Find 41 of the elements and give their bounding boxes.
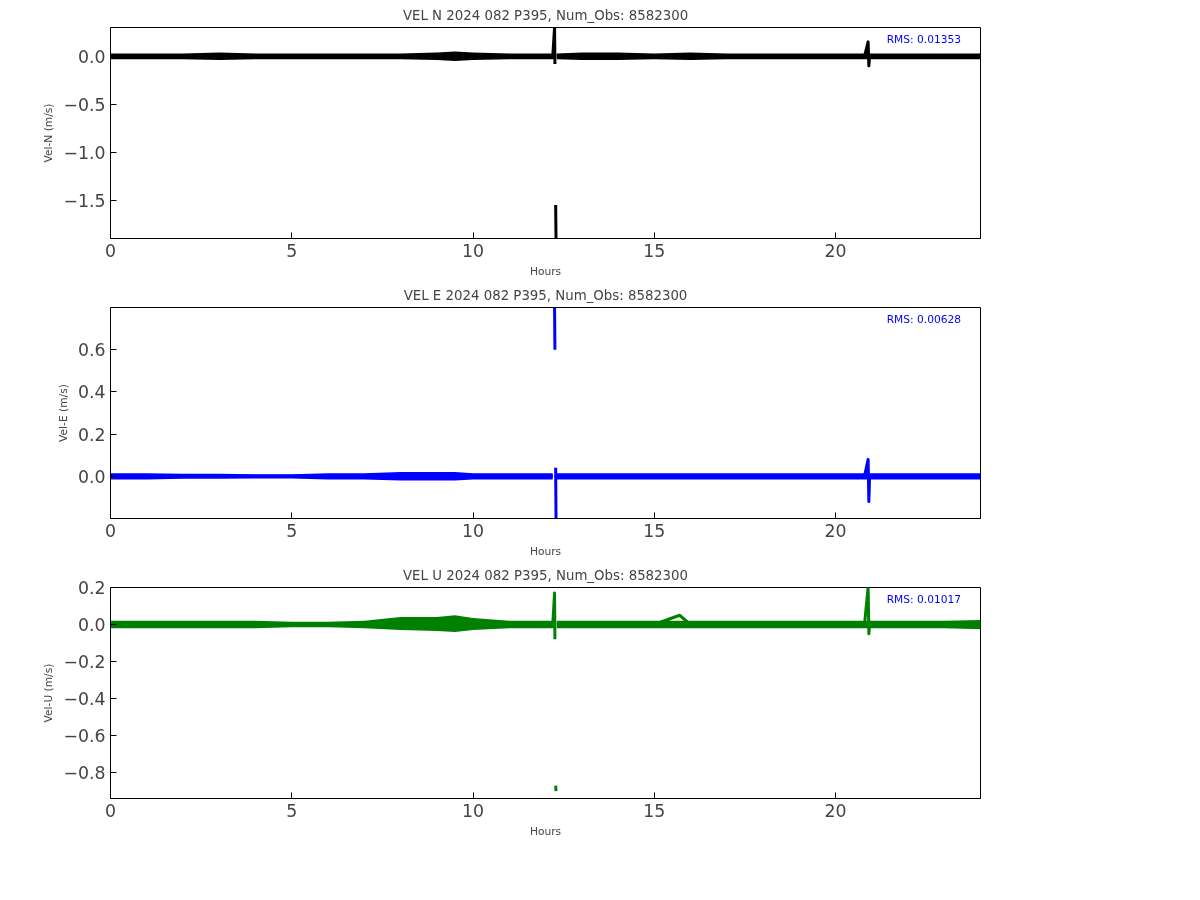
- y-tick-label: 0.0: [77, 466, 106, 487]
- y-tick-label: 0.2: [77, 424, 106, 445]
- y-tick-label: 0.4: [77, 382, 106, 403]
- x-tick-label: 20: [824, 800, 847, 821]
- x-tick-label: 15: [643, 240, 666, 261]
- x-tick-label: 0: [104, 240, 117, 261]
- x-axis-title: Hours: [529, 544, 562, 558]
- y-tick-label: 0.6: [77, 340, 106, 361]
- x-tick-label: 15: [643, 520, 666, 541]
- chart-title: VEL E 2024 082 P395, Num_Obs: 8582300: [403, 287, 688, 303]
- y-tick-label: 0.0: [77, 615, 106, 636]
- y-axis-title: Vel-U (m/s): [42, 663, 56, 723]
- x-tick-label: 10: [461, 520, 485, 541]
- y-tick-label: −0.4: [63, 689, 106, 710]
- y-tick-label: −0.8: [63, 763, 106, 784]
- x-tick-label: 15: [643, 800, 666, 821]
- y-tick-label: −1.5: [63, 190, 106, 211]
- x-tick-label: 5: [286, 240, 298, 261]
- annotation: RMS: 0.00628: [886, 312, 962, 326]
- x-tick-label: 10: [461, 240, 485, 261]
- y-axis-title: Vel-N (m/s): [42, 103, 56, 163]
- y-tick-label: −0.5: [63, 94, 106, 115]
- x-tick-label: 20: [824, 240, 847, 261]
- x-tick-label: 0: [104, 520, 117, 541]
- x-tick-label: 10: [461, 800, 485, 821]
- y-tick-label: −0.2: [63, 652, 106, 673]
- y-tick-label: −1.0: [63, 142, 106, 163]
- annotation: RMS: 0.01017: [886, 592, 962, 606]
- x-tick-label: 20: [824, 520, 847, 541]
- y-axis-title: Vel-E (m/s): [56, 384, 70, 442]
- x-tick-label: 5: [286, 800, 298, 821]
- x-axis-title: Hours: [529, 824, 562, 838]
- x-tick-label: 0: [104, 800, 117, 821]
- chart-title: VEL N 2024 082 P395, Num_Obs: 8582300: [402, 7, 689, 23]
- annotation: RMS: 0.01353: [886, 32, 962, 46]
- y-tick-label: 0.0: [77, 46, 106, 67]
- chart-title: VEL U 2024 082 P395, Num_Obs: 8582300: [402, 567, 689, 583]
- x-axis-title: Hours: [529, 264, 562, 278]
- y-tick-label: −0.6: [63, 726, 106, 747]
- y-tick-label: 0.2: [77, 578, 106, 598]
- x-tick-label: 5: [286, 520, 298, 541]
